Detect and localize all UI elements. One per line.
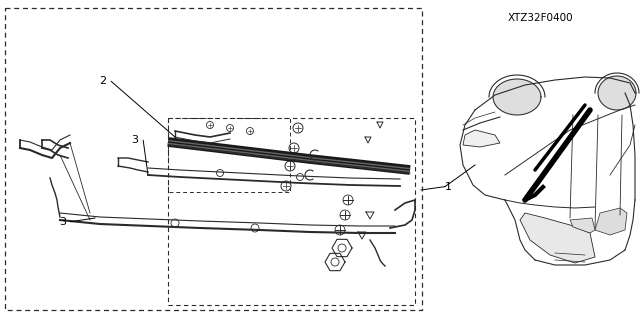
Polygon shape [595, 208, 627, 235]
Bar [168, 118, 415, 305]
Bar [5, 8, 422, 310]
Text: 2: 2 [99, 76, 106, 86]
Polygon shape [493, 79, 541, 115]
Text: 3: 3 [59, 217, 66, 227]
Polygon shape [570, 218, 595, 233]
Text: XTZ32F0400: XTZ32F0400 [507, 13, 573, 23]
Polygon shape [598, 76, 636, 110]
Bar [168, 118, 290, 192]
Polygon shape [463, 130, 500, 147]
Polygon shape [520, 213, 595, 263]
Text: 1: 1 [445, 182, 452, 192]
Text: 3: 3 [131, 135, 138, 145]
